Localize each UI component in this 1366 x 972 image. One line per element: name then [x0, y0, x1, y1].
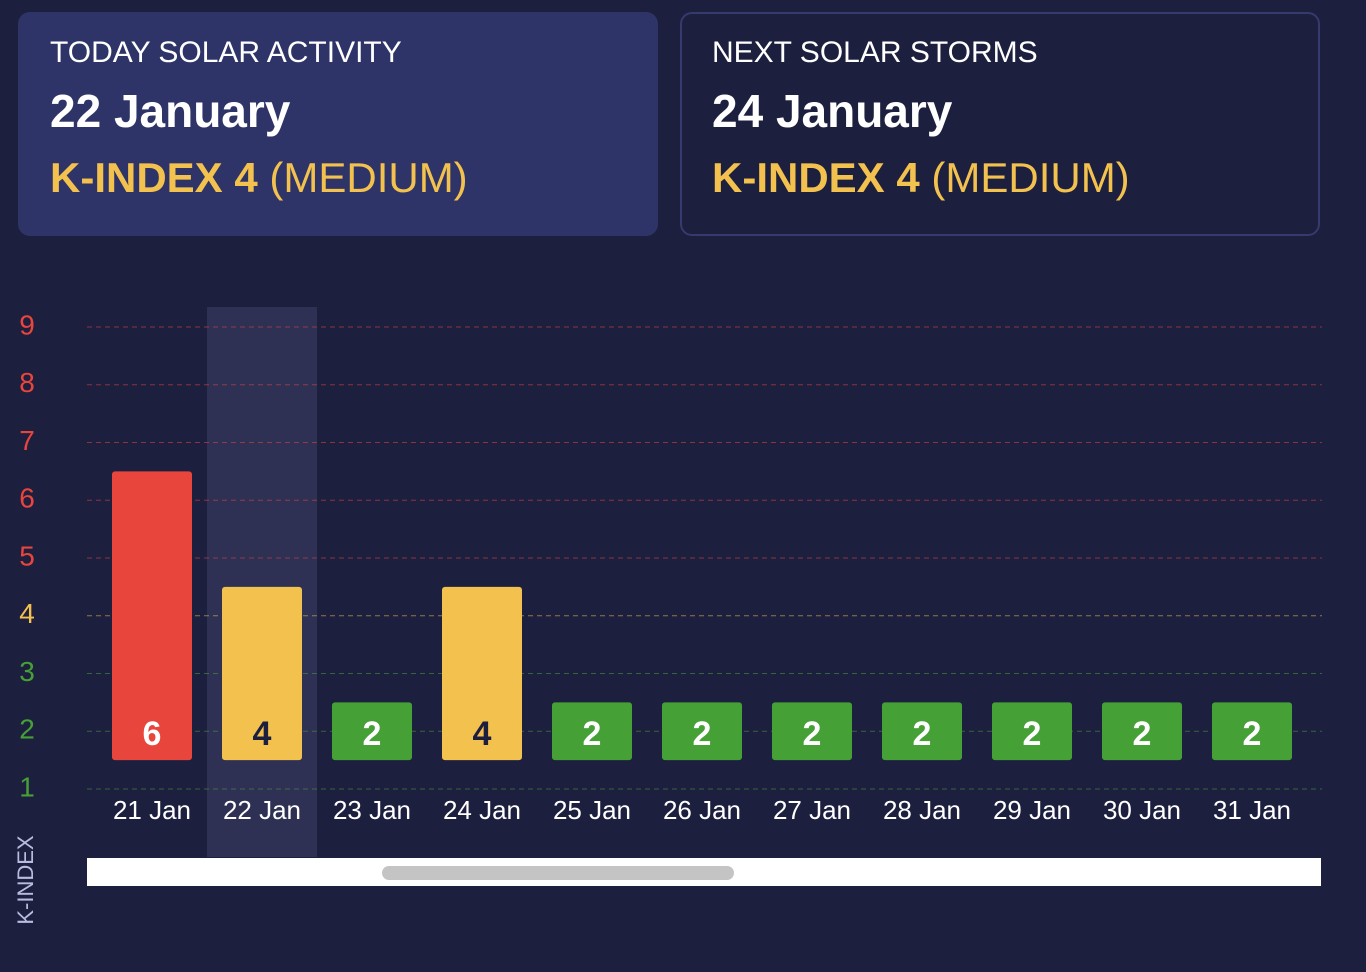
level: (MEDIUM) [931, 154, 1130, 201]
value-label: 4 [253, 715, 272, 753]
x-tick-label: 29 Jan [993, 795, 1071, 825]
bar [442, 586, 522, 761]
value-label: 2 [363, 715, 382, 753]
card-label: NEXT SOLAR STORMS [712, 36, 1038, 69]
bar [992, 702, 1072, 761]
y-tick-label: 1 [19, 771, 35, 802]
bar [1102, 702, 1182, 761]
kindex: K-INDEX 4 [712, 154, 920, 201]
x-tick-label: 28 Jan [883, 795, 961, 825]
bar [772, 702, 852, 761]
x-tick-label: 22 Jan [223, 795, 301, 825]
bar [552, 702, 632, 761]
bar [1212, 702, 1292, 761]
bar [112, 471, 192, 761]
card-date: 22 January [50, 85, 291, 137]
value-label: 2 [583, 715, 602, 753]
x-tick-label: 30 Jan [1103, 795, 1181, 825]
y-tick-label: 6 [19, 483, 35, 514]
y-tick-label: 7 [19, 425, 35, 456]
kindex: K-INDEX 4 [50, 154, 258, 201]
today-card: TODAY SOLAR ACTIVITY 22 January K-INDEX … [18, 12, 658, 236]
x-tick-label: 21 Jan [113, 795, 191, 825]
card-kindex: K-INDEX 4 (MEDIUM) [50, 154, 626, 202]
card-kindex: K-INDEX 4 (MEDIUM) [712, 154, 1288, 202]
scrollbar-thumb[interactable] [382, 866, 734, 880]
y-tick-label: 9 [19, 309, 35, 340]
x-tick-label: 26 Jan [663, 795, 741, 825]
value-label: 6 [143, 715, 162, 753]
y-tick-label: 8 [19, 367, 35, 398]
value-label: 4 [473, 715, 492, 753]
bar [332, 702, 412, 761]
card-date: 24 January [712, 85, 953, 137]
value-label: 2 [913, 715, 932, 753]
value-label: 2 [1243, 715, 1262, 753]
y-tick-label: 3 [19, 656, 35, 687]
level: (MEDIUM) [269, 154, 468, 201]
y-axis-label: K-INDEX [13, 835, 38, 925]
x-tick-label: 27 Jan [773, 795, 851, 825]
x-tick-label: 23 Jan [333, 795, 411, 825]
value-label: 2 [1133, 715, 1152, 753]
next-card: NEXT SOLAR STORMS 24 January K-INDEX 4 (… [680, 12, 1320, 236]
value-label: 2 [1023, 715, 1042, 753]
y-tick-label: 2 [19, 714, 35, 745]
bar [222, 586, 302, 761]
x-tick-label: 31 Jan [1213, 795, 1291, 825]
value-label: 2 [803, 715, 822, 753]
card-label: TODAY SOLAR ACTIVITY [50, 36, 402, 69]
x-tick-label: 25 Jan [553, 795, 631, 825]
bar [882, 702, 962, 761]
bar [662, 702, 742, 761]
y-tick-label: 4 [19, 598, 35, 629]
x-tick-label: 24 Jan [443, 795, 521, 825]
highlight-column [207, 307, 317, 857]
value-label: 2 [693, 715, 712, 753]
y-tick-label: 5 [19, 540, 35, 571]
